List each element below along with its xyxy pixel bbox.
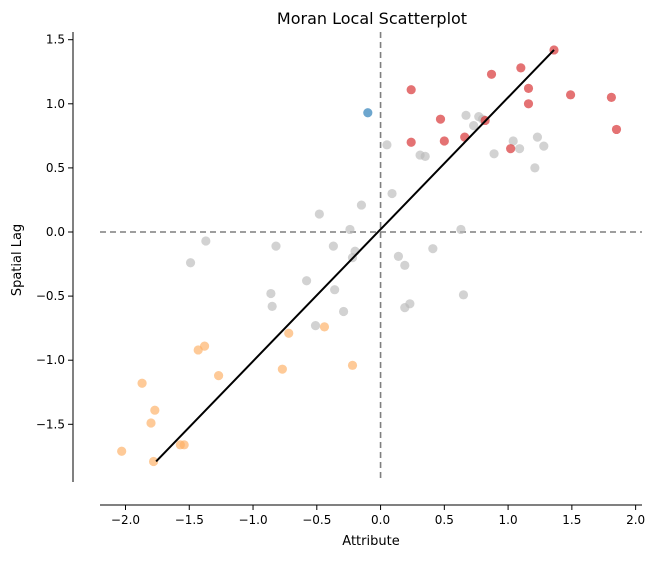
x-tick-label: 1.5 <box>562 513 581 527</box>
data-point-not-significant <box>428 244 438 254</box>
y-axis-label: Spatial Lag <box>10 224 25 296</box>
data-point-not-significant <box>532 132 543 142</box>
scatter-points <box>117 45 622 467</box>
data-point-high-high <box>565 90 576 100</box>
axes: −2.0 −1.5 −1.0 −0.5 0.0 0.5 1.0 1.5 2.0 −1.5 −1.0 −… <box>36 32 645 527</box>
data-point-high-high <box>506 144 516 154</box>
data-point-not-significant <box>458 290 469 300</box>
data-point-not-significant <box>469 120 479 131</box>
data-point-not-significant <box>530 163 540 173</box>
data-point-not-significant <box>387 188 397 199</box>
data-point-low-low <box>150 405 160 415</box>
data-point-high-high <box>523 83 534 94</box>
data-point-not-significant <box>301 276 312 286</box>
data-point-not-significant <box>266 288 276 299</box>
data-point-high-high <box>523 99 534 109</box>
data-point-not-significant <box>405 299 415 309</box>
data-point-not-significant <box>514 144 525 154</box>
data-point-high-high <box>486 69 497 79</box>
data-point-low-low <box>277 364 287 374</box>
data-point-high-high <box>606 92 616 102</box>
data-point-not-significant <box>345 224 355 235</box>
data-point-not-significant <box>185 258 196 268</box>
data-point-low-low <box>179 440 189 450</box>
data-point-high-high <box>439 136 449 146</box>
x-axis-label: Attribute <box>342 534 399 549</box>
data-point-not-significant <box>314 209 324 219</box>
x-tick-label: 0.0 <box>371 513 390 527</box>
x-tick-label: −2.0 <box>111 513 140 527</box>
data-point-not-significant <box>508 136 518 146</box>
x-tick-label: 1.0 <box>499 513 518 527</box>
data-point-high-high <box>516 63 526 73</box>
data-point-high-high <box>611 124 622 135</box>
data-point-not-significant <box>338 306 349 317</box>
regression-line-group <box>155 49 555 463</box>
data-point-not-significant <box>393 251 404 261</box>
data-point-low-low <box>284 328 294 338</box>
y-tick-label: 1.0 <box>46 97 65 111</box>
data-point-not-significant <box>271 241 281 251</box>
data-point-not-significant <box>267 301 277 311</box>
data-point-low-low <box>347 360 358 370</box>
data-point-low-low <box>137 378 147 388</box>
y-tick-label: −1.5 <box>36 417 65 431</box>
x-tick-label: −1.0 <box>238 513 267 527</box>
chart-title: Moran Local Scatterplot <box>277 9 467 28</box>
data-point-not-significant <box>201 236 211 246</box>
data-point-low-low <box>117 446 127 456</box>
data-point-low-low <box>148 456 159 467</box>
y-tick-label: 1.5 <box>46 33 65 47</box>
data-point-not-significant <box>400 260 410 270</box>
regression-line <box>155 49 555 463</box>
data-point-not-significant <box>330 285 340 295</box>
data-point-high-high <box>435 114 446 124</box>
data-point-not-significant <box>382 140 392 150</box>
data-point-not-significant <box>461 110 471 120</box>
data-point-low-low <box>319 322 330 332</box>
data-point-high-high <box>406 85 416 95</box>
y-tick-label: 0.5 <box>46 161 65 175</box>
y-tick-label: −1.0 <box>36 353 65 367</box>
data-point-not-significant <box>539 141 549 151</box>
x-tick-label: −0.5 <box>302 513 331 527</box>
data-point-low-low <box>146 418 156 428</box>
data-point-not-significant <box>420 151 430 161</box>
data-point-not-significant <box>310 320 321 331</box>
x-tick-label: −1.5 <box>175 513 204 527</box>
data-point-low-high <box>363 108 373 118</box>
data-point-low-low <box>199 341 210 351</box>
x-tick-label: 2.0 <box>626 513 645 527</box>
data-point-not-significant <box>456 224 466 235</box>
data-point-not-significant <box>356 200 367 210</box>
y-tick-label: −0.5 <box>36 289 65 303</box>
data-point-low-low <box>214 370 224 381</box>
data-point-not-significant <box>489 149 499 159</box>
data-point-high-high <box>406 137 416 147</box>
x-tick-label: 0.5 <box>435 513 454 527</box>
reference-lines <box>100 32 642 482</box>
y-tick-label: 0.0 <box>46 225 65 239</box>
data-point-not-significant <box>328 241 338 251</box>
